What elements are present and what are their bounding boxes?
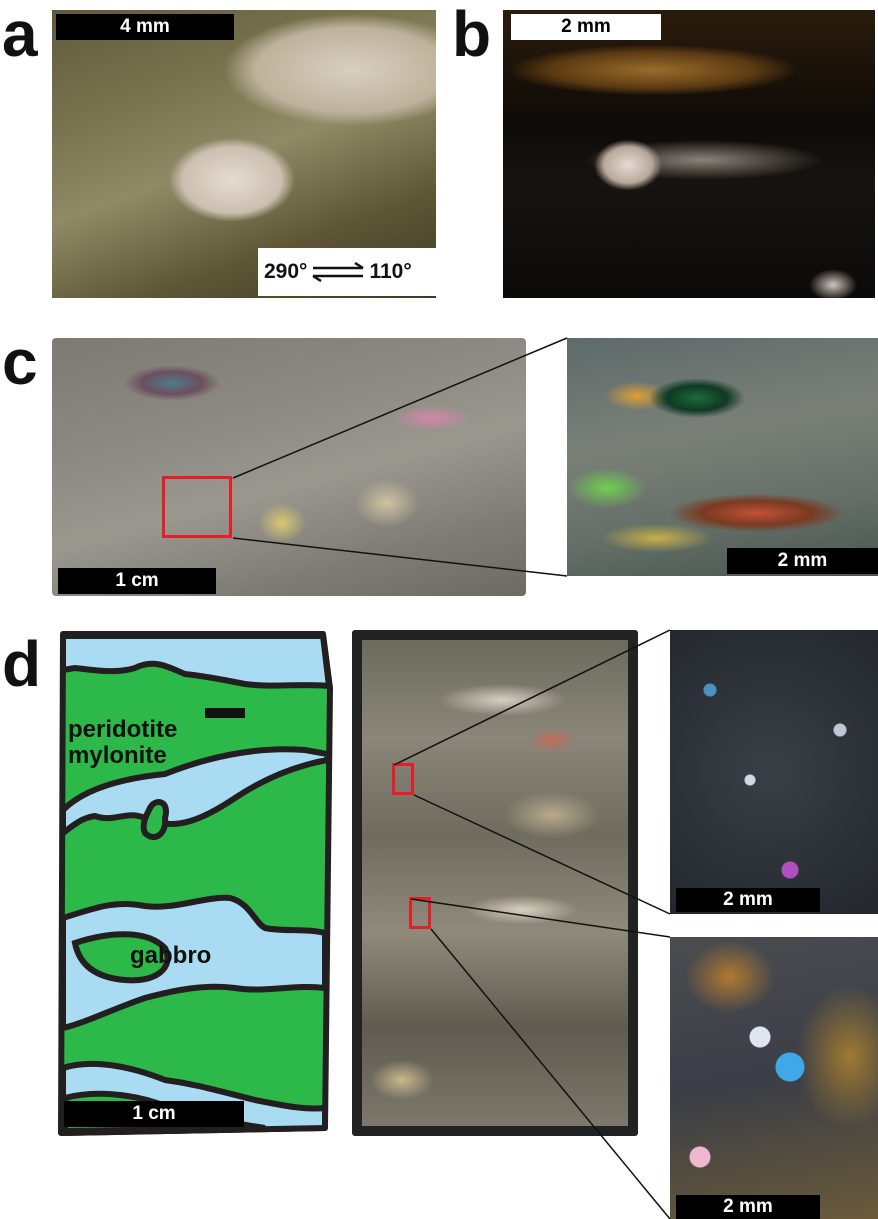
- panel-letter-c: c: [2, 326, 38, 398]
- shear-sense-label: 290° 110°: [258, 248, 436, 296]
- scale-bar-d-inset-bottom: 2 mm: [676, 1195, 820, 1219]
- scale-bar-c-main: 1 cm: [58, 568, 216, 594]
- label-gabbro: gabbro: [130, 942, 212, 969]
- thin-section-c: 1 cm: [52, 338, 526, 596]
- photomicrograph-a: 4 mm 290° 110°: [52, 10, 436, 298]
- panel-letter-b: b: [452, 0, 492, 70]
- scale-bar-a: 4 mm: [56, 14, 234, 40]
- scale-bar-d-inset-top: 2 mm: [676, 888, 820, 912]
- highlight-box-c: [162, 476, 232, 538]
- inset-photomicrograph-d-bottom: 2 mm: [670, 937, 878, 1219]
- label-peridotite-line2: mylonite: [68, 742, 167, 769]
- scale-bar-d-map: 1 cm: [64, 1101, 244, 1127]
- inset-photomicrograph-c: 2 mm: [567, 338, 878, 576]
- panel-letter-d: d: [2, 628, 42, 700]
- shear-arrows-icon: [312, 262, 365, 282]
- highlight-box-d-upper: [392, 763, 414, 795]
- scale-bar-b: 2 mm: [511, 14, 661, 40]
- shear-left-azimuth: 290°: [264, 260, 308, 283]
- shear-right-azimuth: 110°: [369, 260, 412, 283]
- scale-bar-c-inset: 2 mm: [727, 548, 878, 574]
- panel-letter-a: a: [2, 0, 38, 70]
- photomicrograph-b: 2 mm: [503, 10, 875, 298]
- lithology-map-d: [58, 631, 333, 1136]
- thin-section-d: [352, 630, 638, 1136]
- label-peridotite-line1: peridotite: [68, 716, 178, 743]
- inset-photomicrograph-d-top: 2 mm: [670, 630, 878, 914]
- highlight-box-d-lower: [409, 897, 431, 929]
